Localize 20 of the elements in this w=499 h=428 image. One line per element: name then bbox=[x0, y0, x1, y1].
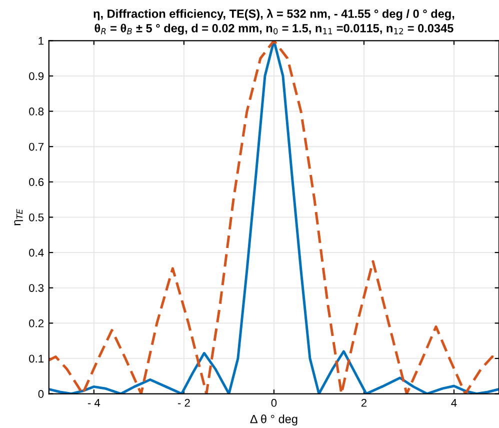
y-tick-label: 0.6 bbox=[29, 178, 44, 186]
x-axis-title: Δ θ ° deg bbox=[250, 414, 298, 426]
x-tick-label: - 4 bbox=[88, 399, 100, 407]
y-tick-label: 0.2 bbox=[29, 319, 44, 328]
y-tick-label: 0 bbox=[38, 390, 44, 398]
x-tick-label: 2 bbox=[361, 398, 367, 407]
y-tick-label: 0.7 bbox=[29, 142, 44, 151]
x-tick-label: - 2 bbox=[178, 398, 190, 407]
y-tick-label: 1 bbox=[38, 37, 44, 45]
chart-title: η, Diffraction efficiency, TE(S), λ = 532 nm, - 41.55 ° deg / 0 ° deg, θ$_{R}$ = θ$_{B}$ ± 5 ° deg, d = 0.02 mm, n$_{0}$ = 1.5, n$_{11}$ =0.0115, n$_{12}$ = 0.0345 bbox=[94, 8, 454, 35]
y-tick-label: 0.1 bbox=[29, 354, 44, 363]
y-tick-label: 0.4 bbox=[29, 248, 44, 257]
y-tick-label: 0.9 bbox=[29, 72, 44, 80]
x-tick-label: 0 bbox=[271, 398, 277, 407]
y-tick-label: 0.8 bbox=[29, 108, 44, 116]
y-tick-label: 0.5 bbox=[29, 213, 44, 222]
y-tick-label: 0.3 bbox=[29, 284, 44, 292]
line-series bbox=[48, 40, 499, 394]
x-tick-label: 4 bbox=[451, 399, 457, 407]
y-axis-title: η$_{TE}$ bbox=[14, 208, 23, 226]
